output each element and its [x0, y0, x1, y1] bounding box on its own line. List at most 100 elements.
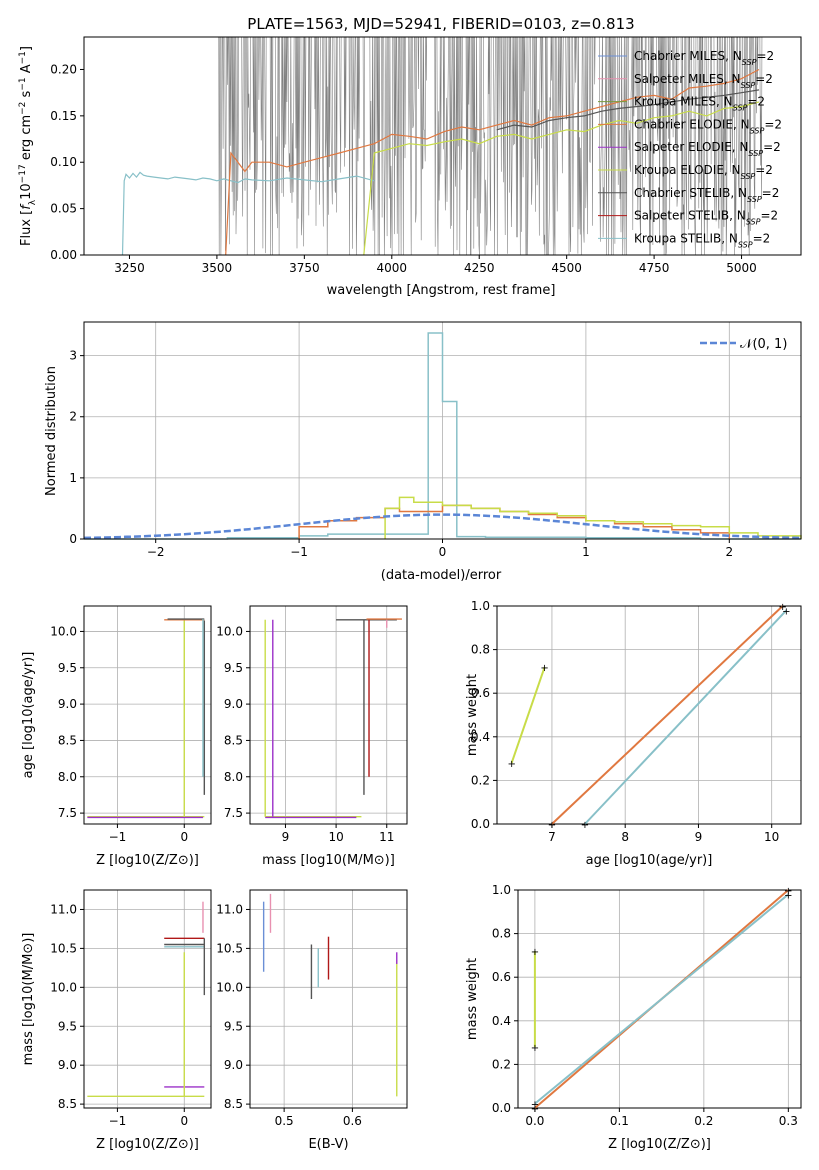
legend-label-part: Salpeter ELODIE, N: [634, 140, 748, 154]
spectrum-ylabel-part: −2: [18, 102, 28, 115]
residuals-ylabel: Normed distribution: [44, 366, 59, 496]
z-age-frame: [83, 605, 212, 825]
legend-label-part: =2: [762, 186, 780, 200]
mass-age-frame: [249, 605, 408, 825]
z-mass-xlabel: Z [log10(Z/Z⊙)]: [96, 1137, 199, 1152]
z-age-ytick-label: 7.5: [58, 806, 77, 820]
z-mass-ytick-label: 9.5: [58, 1019, 77, 1033]
legend-label: Salpeter STELIB, NSSP=2: [634, 209, 778, 227]
z-age-ytick-label: 9.5: [58, 661, 77, 675]
age-weight-ytick-label: 0.2: [471, 773, 490, 787]
legend-label: Chabrier STELIB, NSSP=2: [634, 186, 779, 204]
residuals-series: [83, 332, 802, 540]
legend-label-part: Salpeter MILES, N: [634, 72, 741, 86]
spectrum-ylabel-part: 10: [19, 183, 34, 200]
legend-label-part: SSP: [733, 103, 748, 112]
z-age-xlabel: Z [log10(Z/Z⊙)]: [96, 853, 199, 868]
z-weight-ytick-label: 0.0: [492, 1101, 511, 1115]
spectrum-xtick-label: 5000: [726, 261, 757, 275]
age-weight-marker: +: [548, 820, 556, 831]
age-weight-marker: +: [778, 602, 786, 613]
spectrum-ytick-label: 0.10: [50, 155, 77, 169]
age-weight-line-0: [510, 666, 546, 764]
ebv-mass-ytick-label: 11.0: [216, 902, 243, 916]
z-weight-line-2: [534, 893, 789, 1105]
spectrum-ylabel-part: Flux [: [19, 210, 34, 246]
z-mass-frame: [83, 889, 212, 1109]
z-mass-ytick-label: 10.5: [50, 941, 77, 955]
age-weight-panel: 7 8 9 10 0.0 0.2 0.4 0.6 0.8 1.0 age [log10(age/yr…: [465, 599, 802, 868]
mass-age-ytick-label: 8.0: [224, 770, 243, 784]
legend-label-part: Kroupa ELODIE, N: [634, 163, 741, 177]
legend-label-part: =2: [755, 163, 773, 177]
residuals-legend: 𝒩(0, 1): [700, 337, 787, 352]
ebv-mass-ytick-label: 8.5: [224, 1097, 243, 1111]
ebv-mass-ytick-label: 9.5: [224, 1019, 243, 1033]
residuals-xtick-label: 0: [439, 545, 447, 559]
ebv-mass-ytick-label: 10.5: [216, 941, 243, 955]
z-weight-ylabel: mass weight: [465, 958, 480, 1040]
residuals-frame: [83, 321, 802, 540]
z-age-ytick-label: 8.5: [58, 733, 77, 747]
z-weight-xtick-label: 0.2: [694, 1114, 713, 1128]
age-weight-marker: +: [507, 759, 515, 770]
legend-label-part: Kroupa STELIB, N: [634, 231, 738, 245]
z-age-xtick-label: −1: [109, 830, 127, 844]
age-weight-xtick-label: 8: [621, 830, 629, 844]
mass-age-xtick-label: 9: [282, 830, 290, 844]
spectrum-ylabel: Flux [fλ10−17 erg cm−2 s−1 A−1]: [18, 46, 38, 246]
residuals-xtick-label: 2: [725, 545, 733, 559]
legend-label: Chabrier MILES, NSSP=2: [634, 49, 774, 67]
age-weight-xlabel: age [log10(age/yr)]: [586, 853, 713, 868]
age-weight-ytick-label: 0.0: [471, 817, 490, 831]
spectrum-ylabel-part: A: [19, 64, 34, 77]
legend-label-part: SSP: [750, 126, 765, 135]
age-weight-ytick-label: 0.4: [471, 730, 490, 744]
data-spectrum: [218, 37, 763, 255]
ebv-mass-frame: [249, 889, 408, 1109]
model-spectrum-3: [496, 89, 760, 131]
residuals-ytick-label: 0: [69, 532, 77, 546]
z-weight-frame: [517, 889, 802, 1109]
z-mass-ytick-label: 9.0: [58, 1058, 77, 1072]
z-age-ytick-label: 9.0: [58, 697, 77, 711]
legend-label-part: Chabrier ELODIE, N: [634, 117, 750, 131]
age-weight-line-1: [551, 605, 784, 825]
z-weight-marker: +: [531, 1043, 539, 1054]
spectrum-ylabel-part: −17: [18, 164, 28, 183]
ebv-mass-xtick-label: 0.6: [343, 1114, 362, 1128]
z-mass-ytick-label: 8.5: [58, 1097, 77, 1111]
model-spectrum-2: [363, 101, 760, 255]
residuals-ytick-label: 2: [69, 410, 77, 424]
mass-age-ytick-label: 7.5: [224, 806, 243, 820]
legend-label-part: SSP: [738, 240, 753, 249]
legend-label-part: =2: [755, 72, 773, 86]
z-mass-panel: −1 0 8.5 9.0 9.5 10.0 10.5 11.0 Z [log10(Z/Z⊙)] m…: [21, 889, 212, 1152]
mass-age-xtick-label: 11: [379, 830, 394, 844]
legend-label: Salpeter MILES, NSSP=2: [634, 72, 773, 90]
ebv-mass-xlabel: E(B-V): [308, 1137, 348, 1152]
residuals-ytick-label: 3: [69, 349, 77, 363]
mass-age-ytick-label: 9.5: [224, 661, 243, 675]
z-mass-ytick-label: 11.0: [50, 902, 77, 916]
spectrum-xtick-label: 4750: [639, 261, 670, 275]
figure-title: PLATE=1563, MJD=52941, FIBERID=0103, z=0…: [247, 15, 634, 33]
spectrum-xtick-label: 3500: [202, 261, 233, 275]
spectrum-ticks: 3250 3500 3750 4000 4250 4500 4750 5000 0.00 0.05…: [50, 62, 757, 275]
legend-label-part: =2: [764, 117, 782, 131]
z-weight-marker: +: [784, 886, 792, 897]
age-weight-marker: +: [782, 606, 790, 617]
legend-label: Kroupa MILES, NSSP=2: [634, 95, 765, 113]
spectrum-xtick-label: 3250: [114, 261, 145, 275]
z-weight-panel: 0.0 0.1 0.2 0.3 0.0 0.2 0.4 0.6 0.8 1.0 Z [log10(Z…: [465, 883, 802, 1152]
legend-label: Chabrier ELODIE, NSSP=2: [634, 117, 782, 135]
z-weight-marker: +: [531, 1104, 539, 1115]
spectrum-frame: [83, 36, 802, 256]
spectrum-ytick-label: 0.00: [50, 248, 77, 262]
z-mass-ytick-label: 10.0: [50, 980, 77, 994]
age-weight-xtick-label: 10: [764, 830, 779, 844]
residuals-xtick-label: −2: [147, 545, 165, 559]
z-weight-ytick-label: 0.4: [492, 1014, 511, 1028]
age-weight-ytick-label: 1.0: [471, 599, 490, 613]
residuals-xtick-label: −1: [290, 545, 308, 559]
